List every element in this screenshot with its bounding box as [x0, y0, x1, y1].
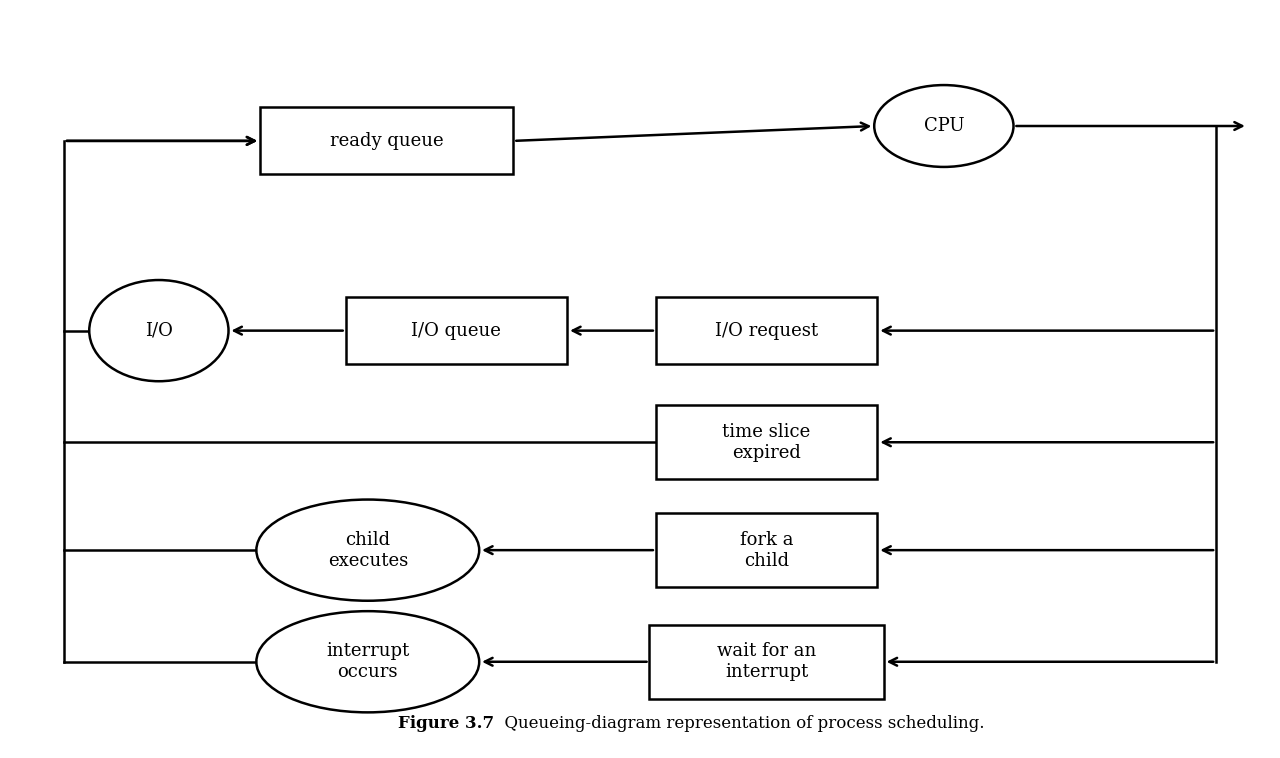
FancyBboxPatch shape — [655, 405, 877, 480]
Text: wait for an
interrupt: wait for an interrupt — [717, 642, 817, 681]
Ellipse shape — [256, 611, 479, 713]
Text: I/O request: I/O request — [716, 321, 818, 340]
FancyBboxPatch shape — [649, 625, 883, 699]
Text: Figure 3.7: Figure 3.7 — [398, 716, 494, 732]
Text: fork a
child: fork a child — [740, 531, 794, 569]
FancyBboxPatch shape — [655, 297, 877, 364]
Text: interrupt
occurs: interrupt occurs — [326, 642, 410, 681]
Text: I/O queue: I/O queue — [411, 321, 502, 340]
Ellipse shape — [90, 280, 229, 381]
FancyBboxPatch shape — [260, 108, 513, 174]
FancyBboxPatch shape — [346, 297, 567, 364]
Text: ready queue: ready queue — [330, 132, 444, 150]
Text: I/O: I/O — [145, 321, 173, 340]
Circle shape — [874, 85, 1014, 167]
Text: CPU: CPU — [924, 117, 964, 135]
Text: child
executes: child executes — [328, 531, 408, 569]
FancyBboxPatch shape — [655, 513, 877, 587]
Text: Queueing-diagram representation of process scheduling.: Queueing-diagram representation of proce… — [494, 716, 984, 732]
Ellipse shape — [256, 500, 479, 601]
Text: time slice
expired: time slice expired — [722, 423, 810, 462]
